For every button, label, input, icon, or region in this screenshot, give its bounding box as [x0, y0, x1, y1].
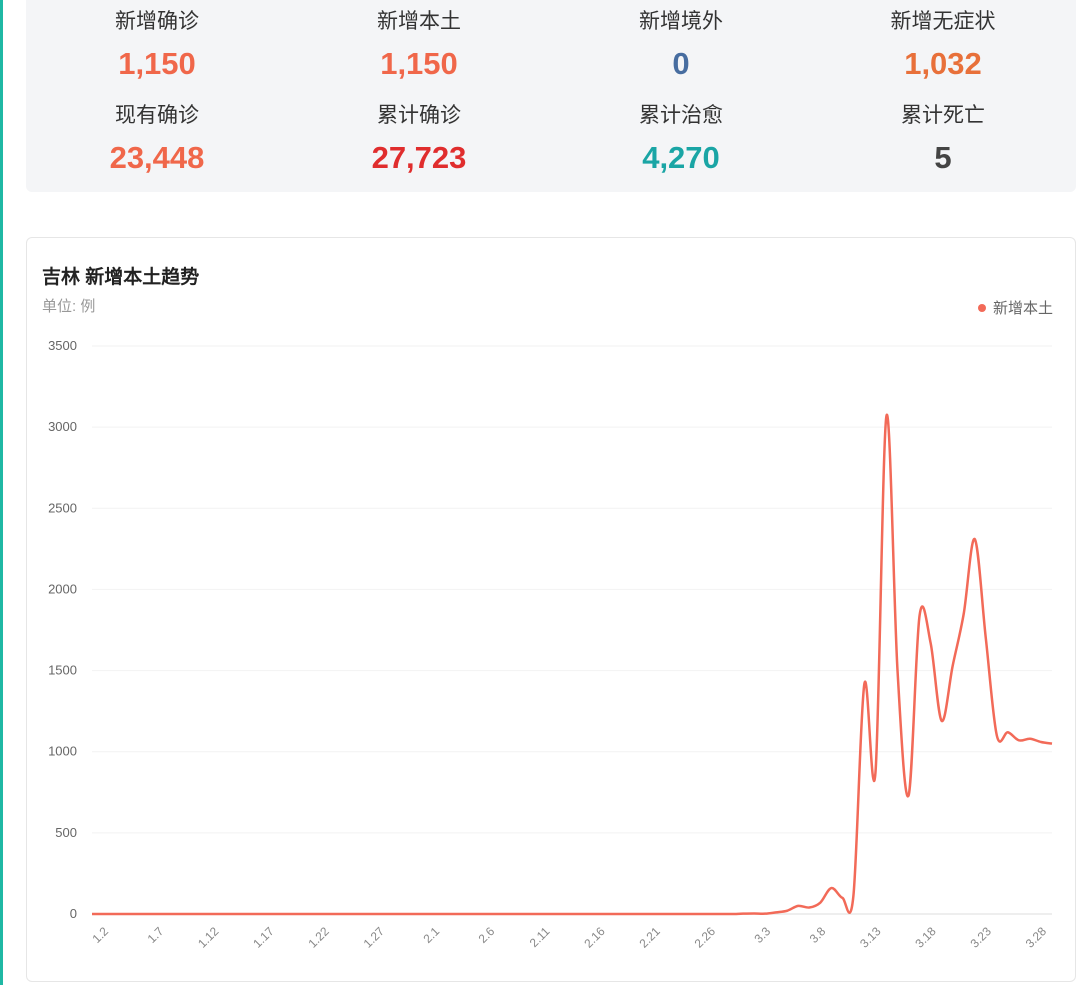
- x-tick-label: 2.1: [420, 924, 442, 946]
- stat-value: 1,150: [380, 46, 458, 81]
- x-tick-label: 3.23: [967, 924, 994, 951]
- stat-label: 新增境外: [639, 10, 723, 33]
- x-axis-ticks: 1.2 1.7 1.12 1.17 1.22 1.27 2.1 2.6 2.11 2.16 2.21…: [89, 924, 1049, 951]
- stat-label: 累计死亡: [901, 104, 985, 127]
- series-line-new-local[interactable]: [91, 413, 1053, 916]
- x-tick-label: 1.22: [305, 924, 332, 951]
- series-line-layer: [91, 413, 1053, 916]
- x-tick-label: 3.18: [912, 924, 939, 951]
- chart-unit: 单位: 例: [42, 298, 96, 315]
- y-tick-label: 500: [55, 825, 77, 840]
- chart-title: 吉林 新增本土趋势: [42, 267, 200, 288]
- stat-new-asymptomatic: 新增无症状 1,032: [812, 10, 1074, 82]
- stat-total-deaths: 累计死亡 5: [812, 104, 1074, 176]
- stat-value: 23,448: [109, 140, 205, 175]
- stat-label: 现有确诊: [115, 104, 199, 127]
- x-tick-label: 3.28: [1023, 924, 1050, 951]
- y-tick-label: 3500: [48, 338, 77, 353]
- x-tick-label: 1.2: [89, 924, 111, 946]
- stat-value: 5: [934, 140, 952, 175]
- stat-total-confirmed: 累计确诊 27,723: [288, 104, 550, 176]
- x-tick-label: 1.7: [145, 924, 167, 946]
- stat-new-local: 新增本土 1,150: [288, 10, 550, 82]
- legend-label: 新增本土: [992, 300, 1053, 317]
- x-tick-label: 2.26: [692, 924, 719, 951]
- y-tick-label: 0: [70, 906, 77, 921]
- y-axis-ticks: 0 500 1000 1500 2000 2500 3000 3500: [48, 338, 77, 921]
- x-tick-label: 2.6: [476, 924, 498, 946]
- stat-label: 累计确诊: [377, 104, 461, 127]
- x-tick-label: 3.13: [857, 924, 884, 951]
- trend-chart-card: 吉林 新增本土趋势 单位: 例 新增本土 0 500 1000 1500 2000 250…: [26, 237, 1076, 982]
- x-tick-label: 2.11: [527, 924, 553, 950]
- stat-value: 0: [672, 46, 690, 81]
- stat-label: 新增无症状: [890, 10, 996, 33]
- x-tick-label: 1.27: [361, 924, 388, 951]
- stat-new-imported: 新增境外 0: [550, 10, 812, 82]
- legend-dot-icon: [977, 303, 986, 312]
- y-tick-label: 3000: [48, 419, 77, 434]
- stat-value: 27,723: [371, 140, 467, 175]
- x-tick-label: 1.12: [195, 924, 222, 951]
- chart-legend[interactable]: 新增本土: [977, 297, 1053, 318]
- stat-value: 1,150: [118, 46, 196, 81]
- left-accent-rule: [0, 0, 3, 985]
- y-tick-label: 2500: [48, 500, 77, 515]
- stat-value: 4,270: [642, 140, 720, 175]
- x-tick-label: 3.8: [807, 924, 829, 946]
- stat-label: 新增确诊: [115, 10, 199, 33]
- x-tick-label: 3.3: [752, 924, 774, 946]
- stat-current-confirmed: 现有确诊 23,448: [26, 104, 288, 176]
- x-tick-label: 2.16: [581, 924, 608, 951]
- stat-value: 1,032: [904, 46, 982, 81]
- grid-lines: [92, 345, 1052, 915]
- stat-new-confirmed: 新增确诊 1,150: [26, 10, 288, 82]
- x-tick-label: 2.21: [636, 924, 663, 951]
- y-tick-label: 1000: [48, 744, 77, 759]
- stat-label: 累计治愈: [639, 104, 723, 127]
- stat-total-recovered: 累计治愈 4,270: [550, 104, 812, 176]
- y-tick-label: 1500: [48, 663, 77, 678]
- y-tick-label: 2000: [48, 581, 77, 596]
- stat-label: 新增本土: [377, 10, 461, 33]
- stats-panel: 新增确诊 1,150 新增本土 1,150 新增境外 0 新增无症状 1,032…: [26, 0, 1076, 192]
- x-tick-label: 1.17: [250, 924, 277, 951]
